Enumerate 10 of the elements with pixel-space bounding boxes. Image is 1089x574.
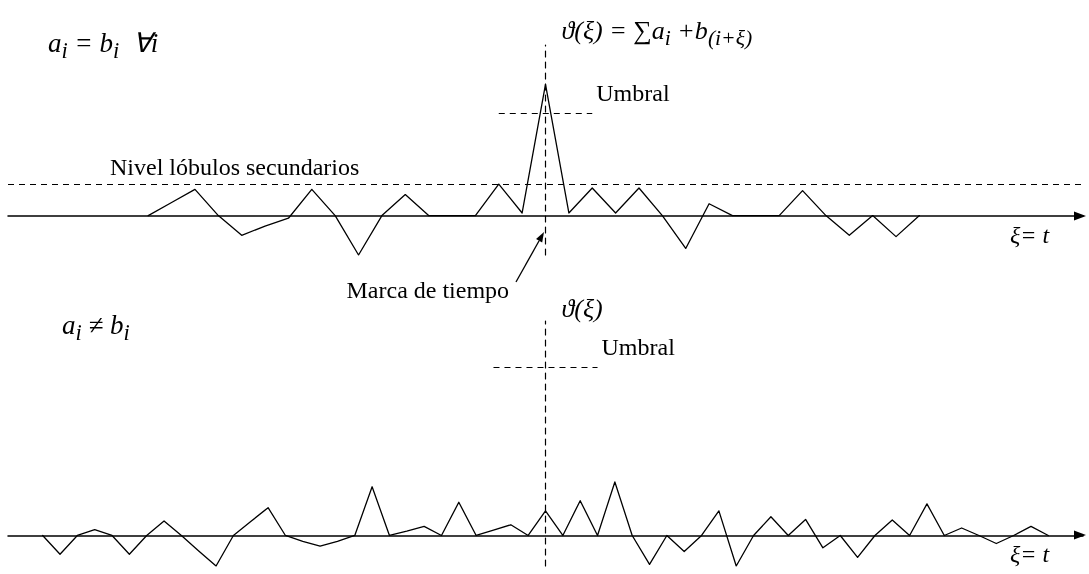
ref-line-label: Nivel lóbulos secundarios: [110, 154, 360, 182]
chart-title: a$_{i}$ = b$_{i}$ ∀i: [48, 28, 159, 65]
text: Marca de tiempo: [346, 276, 510, 305]
ref-line-label: Umbral: [596, 80, 670, 108]
x-axis-title: ξ= t: [1010, 221, 1050, 250]
x-axis-title: ξ= t: [1010, 541, 1050, 570]
chart-title: a$_{i}$ ≠ b$_{i}$: [62, 310, 130, 347]
y-axis-title: ϑ(ξ) = ∑a$_{i}$ +b$_{(i+ξ)}$: [561, 15, 753, 51]
y-axis-title: ϑ(ξ): [561, 294, 603, 324]
ref-line-label: Umbral: [601, 333, 675, 362]
